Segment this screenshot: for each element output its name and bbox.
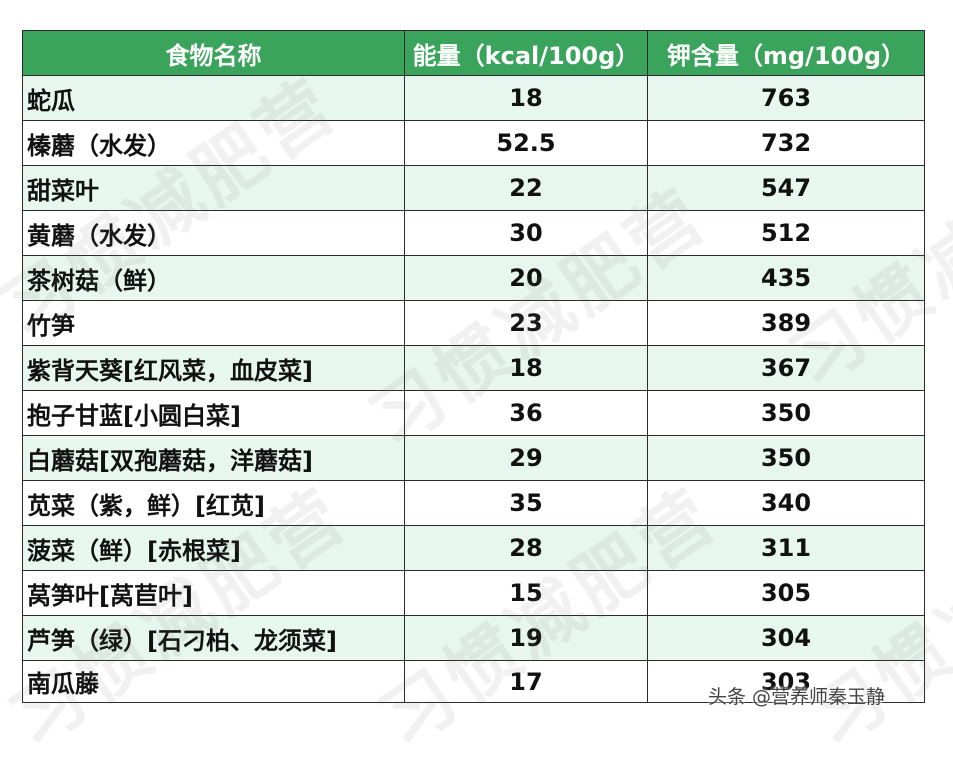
cell-food-name: 南瓜藤 xyxy=(22,660,405,703)
cell-potassium: 763 xyxy=(647,75,925,121)
header-potassium: 钾含量（mg/100g） xyxy=(647,30,925,76)
table-row: 苋菜（紫，鲜）[红苋] 35 340 xyxy=(22,480,925,526)
cell-food-name: 莴笋叶[莴苣叶] xyxy=(22,570,405,616)
table-row: 紫背天葵[红风菜，血皮菜] 18 367 xyxy=(22,345,925,391)
cell-potassium: 311 xyxy=(647,525,925,571)
cell-energy: 22 xyxy=(404,165,648,211)
cell-potassium: 512 xyxy=(647,210,925,256)
cell-energy: 20 xyxy=(404,255,648,301)
cell-food-name: 白蘑菇[双孢蘑菇，洋蘑菇] xyxy=(22,435,405,481)
cell-food-name: 甜菜叶 xyxy=(22,165,405,211)
table-row: 南瓜藤 17 303 xyxy=(22,660,925,703)
cell-food-name: 紫背天葵[红风菜，血皮菜] xyxy=(22,345,405,391)
cell-food-name: 蛇瓜 xyxy=(22,75,405,121)
header-energy: 能量（kcal/100g） xyxy=(404,30,648,76)
cell-potassium: 732 xyxy=(647,120,925,166)
food-potassium-table: 食物名称 能量（kcal/100g） 钾含量（mg/100g） 蛇瓜 18 76… xyxy=(22,30,925,703)
table-row: 莴笋叶[莴苣叶] 15 305 xyxy=(22,570,925,616)
header-food-name: 食物名称 xyxy=(22,30,405,76)
cell-potassium: 350 xyxy=(647,435,925,481)
food-potassium-table-container: 食物名称 能量（kcal/100g） 钾含量（mg/100g） 蛇瓜 18 76… xyxy=(22,30,925,703)
table-row: 蛇瓜 18 763 xyxy=(22,75,925,121)
cell-energy: 18 xyxy=(404,345,648,391)
cell-food-name: 抱子甘蓝[小圆白菜] xyxy=(22,390,405,436)
cell-potassium: 340 xyxy=(647,480,925,526)
cell-food-name: 菠菜（鲜）[赤根菜] xyxy=(22,525,405,571)
cell-potassium: 435 xyxy=(647,255,925,301)
cell-energy: 35 xyxy=(404,480,648,526)
cell-food-name: 榛蘑（水发） xyxy=(22,120,405,166)
table-row: 榛蘑（水发） 52.5 732 xyxy=(22,120,925,166)
table-row: 白蘑菇[双孢蘑菇，洋蘑菇] 29 350 xyxy=(22,435,925,481)
cell-potassium: 305 xyxy=(647,570,925,616)
table-row: 竹笋 23 389 xyxy=(22,300,925,346)
cell-energy: 30 xyxy=(404,210,648,256)
cell-potassium: 547 xyxy=(647,165,925,211)
cell-energy: 52.5 xyxy=(404,120,648,166)
cell-energy: 19 xyxy=(404,615,648,661)
cell-food-name: 苋菜（紫，鲜）[红苋] xyxy=(22,480,405,526)
cell-potassium: 350 xyxy=(647,390,925,436)
cell-potassium: 367 xyxy=(647,345,925,391)
table-row: 茶树菇（鲜） 20 435 xyxy=(22,255,925,301)
table-row: 芦笋（绿）[石刁柏、龙须菜] 19 304 xyxy=(22,615,925,661)
cell-potassium: 304 xyxy=(647,615,925,661)
cell-energy: 23 xyxy=(404,300,648,346)
cell-energy: 36 xyxy=(404,390,648,436)
cell-energy: 29 xyxy=(404,435,648,481)
table-row: 菠菜（鲜）[赤根菜] 28 311 xyxy=(22,525,925,571)
cell-energy: 15 xyxy=(404,570,648,616)
cell-potassium: 389 xyxy=(647,300,925,346)
cell-energy: 17 xyxy=(404,660,648,703)
cell-potassium: 303 xyxy=(647,660,925,703)
cell-food-name: 黄蘑（水发） xyxy=(22,210,405,256)
cell-food-name: 茶树菇（鲜） xyxy=(22,255,405,301)
table-row: 抱子甘蓝[小圆白菜] 36 350 xyxy=(22,390,925,436)
cell-food-name: 芦笋（绿）[石刁柏、龙须菜] xyxy=(22,615,405,661)
table-header-row: 食物名称 能量（kcal/100g） 钾含量（mg/100g） xyxy=(22,30,925,76)
table-row: 黄蘑（水发） 30 512 xyxy=(22,210,925,256)
cell-energy: 28 xyxy=(404,525,648,571)
cell-food-name: 竹笋 xyxy=(22,300,405,346)
source-credit: 头条 @营养师秦玉静 xyxy=(708,686,886,708)
cell-energy: 18 xyxy=(404,75,648,121)
table-row: 甜菜叶 22 547 xyxy=(22,165,925,211)
